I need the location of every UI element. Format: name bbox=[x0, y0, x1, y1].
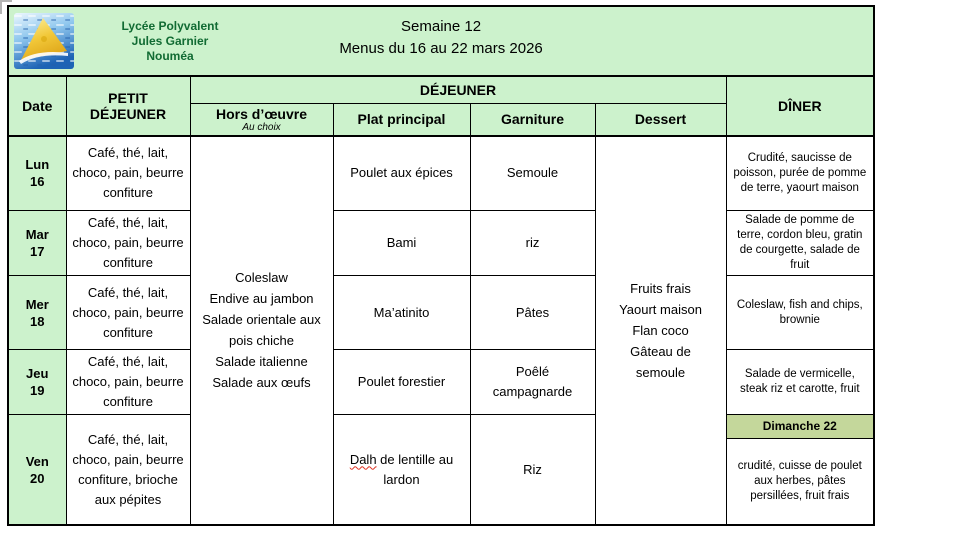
col-header-dessert: Dessert bbox=[594, 102, 727, 137]
day-number: 18 bbox=[30, 313, 45, 329]
dinner-cell-mar: Salade de pomme de terre, cordon bleu, g… bbox=[725, 210, 875, 276]
day-label: Mar bbox=[25, 227, 49, 242]
starter-choice-note: Au choix bbox=[242, 121, 281, 133]
list-line: Coleslaw bbox=[235, 270, 288, 286]
side-dish-cell-mer: Pâtes bbox=[469, 275, 596, 350]
list-line: Gâteau de semoule bbox=[630, 343, 691, 380]
date-cell-lun: Lun 16 bbox=[7, 135, 67, 211]
list-line: Fruits frais bbox=[630, 280, 691, 296]
col-header-main: Plat principal bbox=[332, 102, 471, 137]
col-header-breakfast: PETIT DÉJEUNER bbox=[65, 75, 191, 137]
day-label: Lun bbox=[25, 157, 50, 173]
col-header-starter: Hors d’œuvre Au choix bbox=[189, 102, 334, 137]
week-title-block: Semaine 12 Menus du 16 au 22 mars 2026 bbox=[9, 16, 873, 60]
misspelled-word: Dalh bbox=[349, 451, 377, 467]
sunday-dinner-text: crudité, cuisse de poulet aux herbes, pâ… bbox=[737, 460, 862, 502]
side-dish-cell-ven: Riz bbox=[469, 414, 596, 526]
side-dish-cell-mar: riz bbox=[469, 210, 596, 276]
date-cell-ven: Ven 20 bbox=[7, 414, 67, 526]
table-row-lun: Lun 16 Café, thé, lait, choco, pain, beu… bbox=[7, 135, 875, 526]
main-dish-cell-lun: Poulet aux épices bbox=[332, 135, 471, 211]
breakfast-cell-lun: Café, thé, lait, choco, pain, beurre con… bbox=[65, 135, 191, 211]
list-line: Salade italienne bbox=[215, 354, 308, 370]
day-number: 19 bbox=[30, 383, 45, 398]
list-line: Endive au jambon bbox=[209, 291, 314, 307]
side-dish-cell-jeu: Poêlé campagnarde bbox=[469, 349, 596, 415]
desserts-cell: Fruits frais Yaourt maison Flan coco Gâteau… bbox=[594, 135, 727, 526]
breakfast-cell-mer: Café, thé, lait, choco, pain, beurre con… bbox=[65, 275, 191, 350]
list-line: Yaourt maison bbox=[619, 301, 702, 317]
main-dish-cell-jeu: Poulet forestier bbox=[332, 349, 471, 415]
day-label: Mer bbox=[25, 296, 49, 312]
weekly-menu-table: Semaine 12 Menus du 16 au 22 mars 2026 bbox=[7, 5, 876, 526]
header-band-inner: Semaine 12 Menus du 16 au 22 mars 2026 bbox=[9, 7, 873, 74]
list-line: Salade aux œufs bbox=[212, 375, 311, 391]
dinner-cell-lun: Crudité, saucisse de poisson, purée de p… bbox=[725, 135, 875, 211]
school-name: Lycée Polyvalent Jules Garnier Nouméa bbox=[82, 19, 258, 64]
breakfast-cell-ven: Café, thé, lait, choco, pain, beurre con… bbox=[65, 414, 191, 526]
col-header-date: Date bbox=[7, 75, 67, 137]
date-cell-jeu: Jeu 19 bbox=[7, 349, 67, 415]
breakfast-cell-mar: Café, thé, lait, choco, pain, beurre con… bbox=[65, 210, 191, 276]
list-line: Jules Garnier bbox=[131, 33, 209, 48]
main-dish-cell-mer: Ma’atinito bbox=[332, 275, 471, 350]
list-line: Salade orientale aux pois chiche bbox=[202, 312, 321, 349]
dinner-cell-jeu: Salade de vermicelle, steak riz et carot… bbox=[725, 349, 875, 415]
starter-header-label: Hors d’œuvre bbox=[215, 105, 307, 122]
table-row-jeu: Jeu 19 Café, thé, lait, choco, pain, beu… bbox=[7, 349, 875, 415]
school-logo-icon bbox=[14, 13, 74, 69]
col-header-lunch-group: DÉJEUNER bbox=[189, 75, 727, 104]
date-cell-mar: Mar 17 bbox=[7, 210, 67, 276]
date-cell-mer: Mer 18 bbox=[7, 275, 67, 350]
dinner-cell-mer: Coleslaw, fish and chips, brownie bbox=[725, 275, 875, 350]
main-dish-cell-mar: Bami bbox=[332, 210, 471, 276]
sheet-corner-mark bbox=[0, 0, 12, 14]
list-line: Nouméa bbox=[146, 48, 194, 63]
header-band: Semaine 12 Menus du 16 au 22 mars 2026 bbox=[7, 5, 875, 77]
list-line: Lycée Polyvalent bbox=[121, 18, 219, 33]
main-dish-cell-ven: Dalh de lentille au lardon bbox=[332, 414, 471, 526]
col-header-dinner: DÎNER bbox=[725, 75, 875, 137]
side-dish-cell-lun: Semoule bbox=[469, 135, 596, 211]
table-row-mer: Mer 18 Café, thé, lait, choco, pain, beu… bbox=[7, 275, 875, 350]
starters-cell: Coleslaw Endive au jambon Salade orientale… bbox=[189, 135, 334, 526]
table-row-mar: Mar 17 Café, thé, lait, choco, pain, beu… bbox=[7, 210, 875, 276]
dinner-cell-sunday: Dimanche 22 crudité, cuisse de poulet au… bbox=[725, 414, 875, 526]
day-label: Jeu bbox=[26, 366, 49, 381]
day-number: 20 bbox=[30, 470, 45, 486]
week-title: Semaine 12 bbox=[401, 18, 482, 35]
table-row-ven: Ven 20 Café, thé, lait, choco, pain, beu… bbox=[7, 414, 875, 526]
breakfast-cell-jeu: Café, thé, lait, choco, pain, beurre con… bbox=[65, 349, 191, 415]
col-header-side: Garniture bbox=[469, 102, 596, 137]
day-label: Ven bbox=[25, 453, 49, 469]
day-number: 17 bbox=[30, 244, 45, 259]
date-range-title: Menus du 16 au 22 mars 2026 bbox=[339, 40, 543, 57]
main-dish-rest: de lentille au lardon bbox=[376, 451, 454, 487]
day-number: 16 bbox=[30, 174, 45, 190]
sunday-header-band: Dimanche 22 bbox=[727, 415, 874, 439]
list-line: Flan coco bbox=[632, 322, 689, 338]
